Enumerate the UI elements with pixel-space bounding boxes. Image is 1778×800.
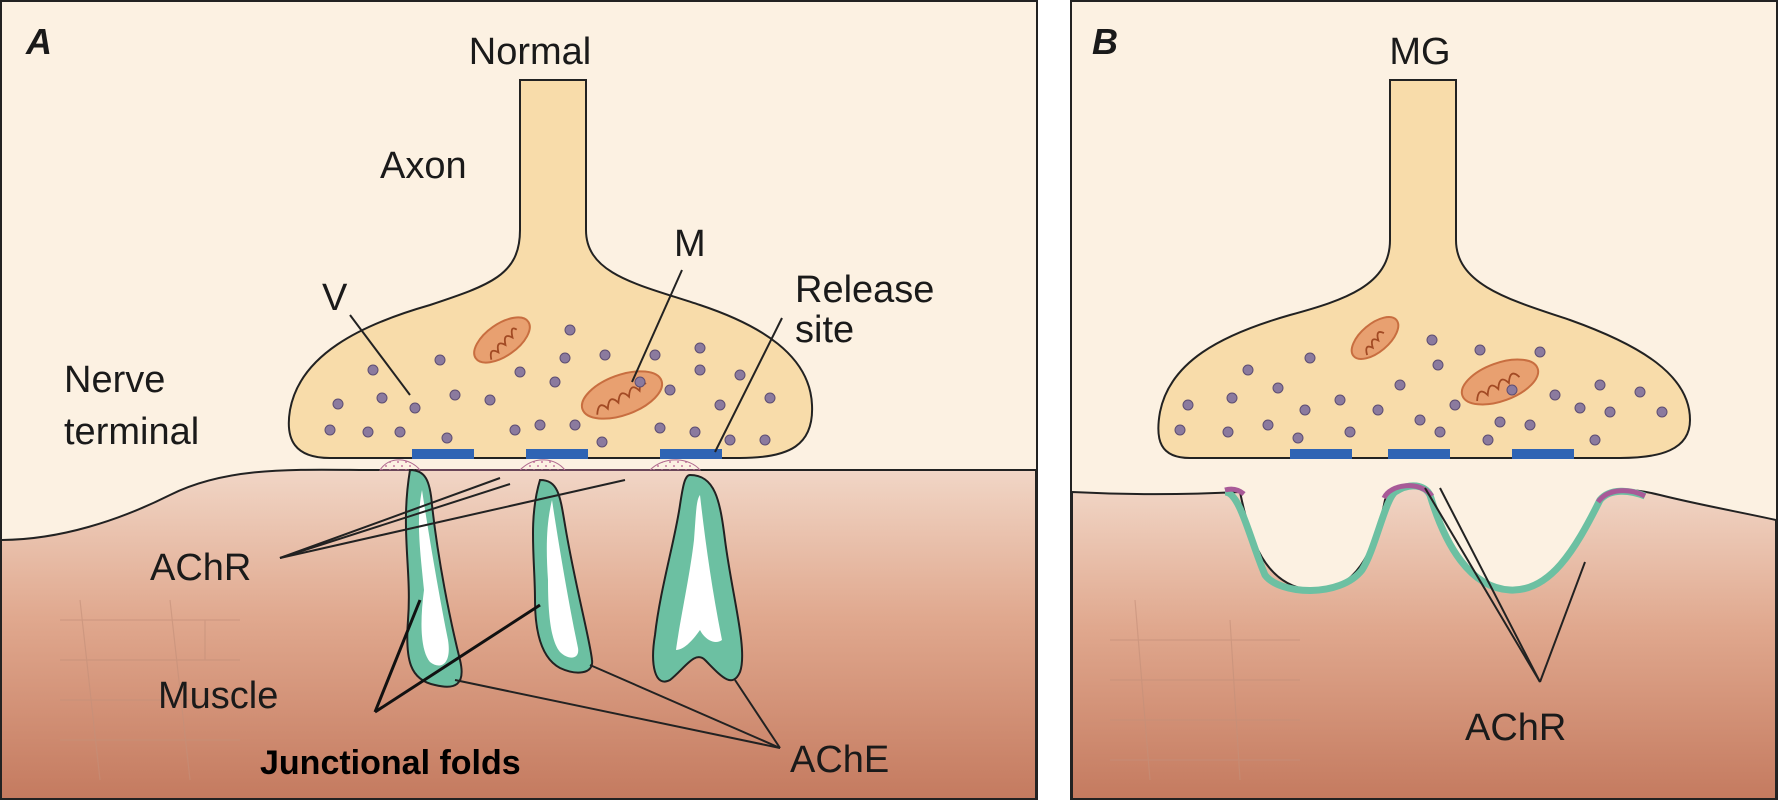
achr-label-b: AChR (1465, 707, 1566, 749)
panel-a-letter: A (25, 21, 52, 62)
panel-a-title: Normal (469, 31, 591, 73)
panel-b: B MG AChR (1070, 0, 1778, 800)
ache-label: AChE (790, 739, 889, 781)
muscle-label: Muscle (158, 675, 278, 717)
vesicle-label: V (322, 277, 348, 319)
panel-b-letter: B (1092, 21, 1118, 62)
release-sites-a (412, 449, 722, 459)
release-sites-b (1290, 449, 1574, 459)
muscle-fiber-b (1072, 484, 1776, 798)
nerve-terminal-label-line2: terminal (64, 411, 199, 453)
nerve-terminal-a (287, 79, 814, 459)
basal-lamina (379, 459, 702, 471)
leader-lines-a (279, 269, 783, 749)
mitochondrion-label: M (674, 223, 706, 265)
nerve-terminal-b (1157, 79, 1692, 459)
vesicles-a (324, 324, 776, 448)
junctional-folds (404, 468, 744, 688)
achr-label-a: AChR (150, 547, 251, 589)
panel-a: A Normal Axon V M Release site Nerve ter… (0, 0, 1038, 800)
vesicles-b (1174, 334, 1668, 446)
leader-lines-b (1424, 487, 1586, 683)
muscle-fiber-a (2, 468, 1036, 798)
muscle-striations-a (60, 599, 240, 781)
panel-b-title: MG (1389, 31, 1450, 73)
nerve-terminal-label-line1: Nerve (64, 359, 165, 401)
junctional-folds-label: Junctional folds (260, 744, 521, 782)
release-site-label-line2: site (795, 309, 854, 351)
mitochondrion-icon-b (1350, 316, 1540, 406)
release-site-label-line1: Release (795, 269, 934, 311)
axon-label: Axon (380, 145, 467, 187)
muscle-striations-b (1110, 599, 1300, 781)
